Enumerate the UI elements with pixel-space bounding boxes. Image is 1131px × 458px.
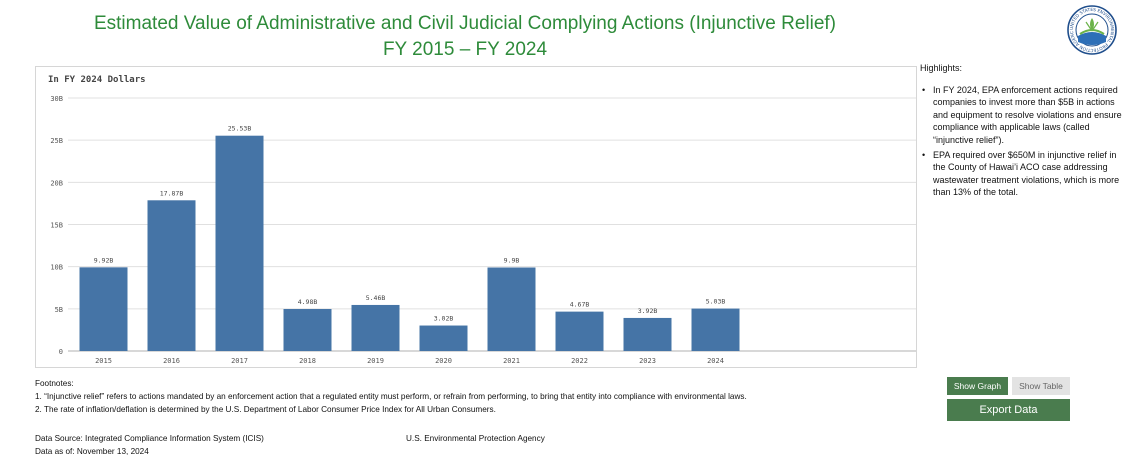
x-tick-label: 2016 bbox=[163, 357, 180, 365]
y-tick-label: 20B bbox=[50, 179, 63, 187]
show-graph-button[interactable]: Show Graph bbox=[947, 377, 1008, 395]
y-tick-label: 10B bbox=[50, 264, 63, 272]
show-table-button[interactable]: Show Table bbox=[1012, 377, 1070, 395]
x-tick-label: 2020 bbox=[435, 357, 452, 365]
data-label: 5.46B bbox=[366, 294, 386, 302]
x-tick-label: 2019 bbox=[367, 357, 384, 365]
y-tick-label: 15B bbox=[50, 222, 63, 230]
chart-title-years: FY 2015 – FY 2024 bbox=[382, 39, 548, 60]
data-label: 4.98B bbox=[298, 298, 318, 306]
data-label: 25.53B bbox=[228, 125, 252, 133]
highlights-heading: Highlights: bbox=[920, 63, 963, 73]
data-source: Data Source: Integrated Compliance Infor… bbox=[35, 434, 264, 443]
highlights-list: In FY 2024, EPA enforcement actions requ… bbox=[920, 84, 1128, 199]
x-tick-label: 2015 bbox=[95, 357, 112, 365]
bar bbox=[79, 267, 128, 351]
data-source-block: Data Source: Integrated Compliance Infor… bbox=[35, 432, 264, 458]
bar-chart: 0 5B 10B 15B 20B 25B 30B 9.92B 2015 17.87B 2016 25.… bbox=[50, 95, 916, 365]
epa-seal-icon: UNITED STATES ENVIRONMENTAL PROTECTION A… bbox=[1066, 4, 1117, 55]
x-tick-label: 2018 bbox=[299, 357, 316, 365]
bar bbox=[487, 267, 536, 351]
highlight-item: EPA required over $650M in injunctive re… bbox=[920, 149, 1128, 199]
bar bbox=[351, 304, 400, 351]
x-tick-label: 2023 bbox=[639, 357, 656, 365]
x-tick-label: 2021 bbox=[503, 357, 520, 365]
footnote-2: 2. The rate of inflation/deflation is de… bbox=[35, 405, 496, 414]
data-label: 4.67B bbox=[570, 301, 590, 309]
footnotes: Footnotes: 1. “Injunctive relief” refers… bbox=[35, 377, 895, 416]
agency-name: U.S. Environmental Protection Agency bbox=[406, 434, 545, 443]
highlights-panel: Highlights: In FY 2024, EPA enforcement … bbox=[920, 62, 1128, 201]
data-label: 3.02B bbox=[434, 315, 454, 323]
export-data-button[interactable]: Export Data bbox=[947, 399, 1070, 421]
chart-subtitle: In FY 2024 Dollars bbox=[48, 75, 146, 85]
bar bbox=[691, 308, 740, 351]
data-as-of: Data as of: November 13, 2024 bbox=[35, 447, 149, 456]
footnotes-heading: Footnotes: bbox=[35, 379, 74, 388]
bar bbox=[215, 135, 264, 351]
y-tick-label: 0 bbox=[59, 348, 63, 356]
bar bbox=[147, 200, 196, 351]
bar bbox=[555, 311, 604, 351]
bar bbox=[283, 309, 332, 351]
chart-panel: 0 5B 10B 15B 20B 25B 30B 9.92B 2015 17.87B 2016 25.… bbox=[35, 66, 917, 368]
x-tick-label: 2022 bbox=[571, 357, 588, 365]
data-label: 9.9B bbox=[504, 257, 520, 265]
y-tick-label: 25B bbox=[50, 137, 63, 145]
data-label: 9.92B bbox=[94, 256, 114, 264]
y-tick-label: 30B bbox=[50, 95, 63, 103]
data-label: 3.92B bbox=[638, 307, 658, 315]
y-tick-label: 5B bbox=[55, 306, 63, 314]
bar bbox=[623, 317, 672, 351]
bar bbox=[419, 325, 468, 351]
x-tick-label: 2017 bbox=[231, 357, 248, 365]
x-tick-label: 2024 bbox=[707, 357, 724, 365]
highlight-item: In FY 2024, EPA enforcement actions requ… bbox=[920, 84, 1128, 147]
data-label: 17.87B bbox=[160, 189, 184, 197]
chart-title: Estimated Value of Administrative and Ci… bbox=[93, 13, 837, 34]
footnote-1: 1. “Injunctive relief” refers to actions… bbox=[35, 392, 747, 401]
data-label: 5.03B bbox=[706, 298, 726, 306]
